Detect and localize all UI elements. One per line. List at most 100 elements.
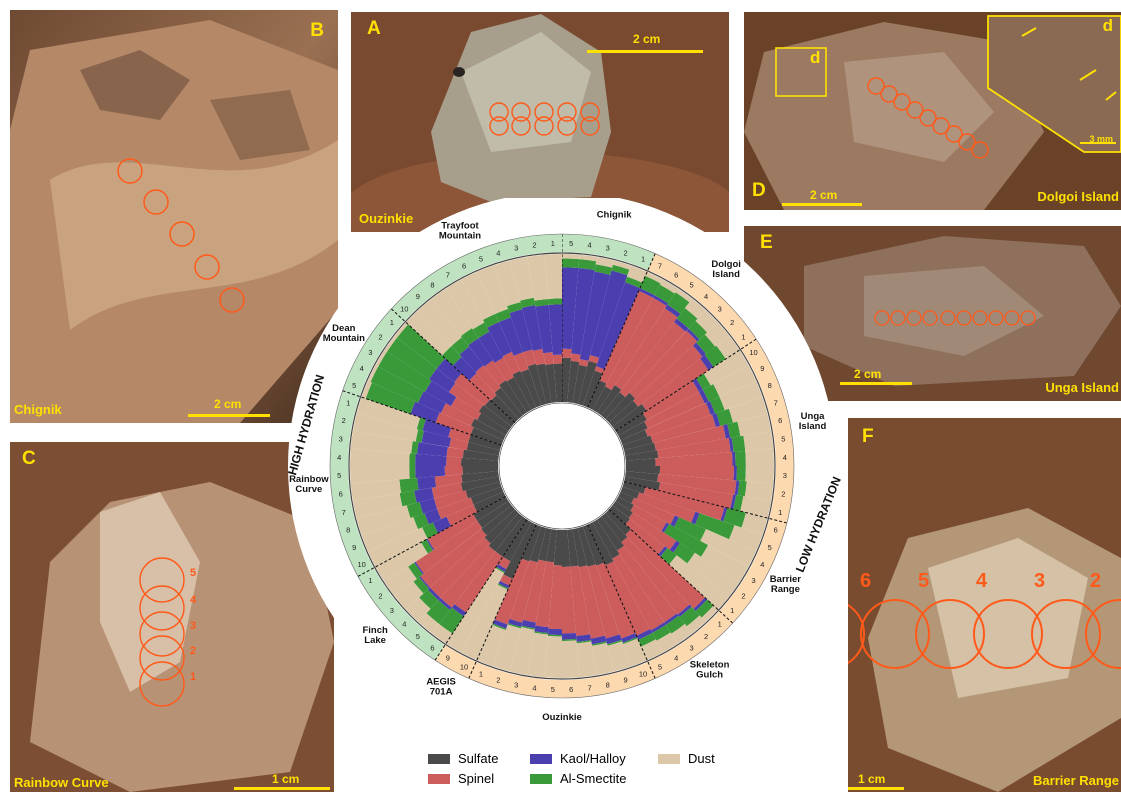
legend-label: Sulfate (458, 751, 499, 766)
bar-kaol-halloy (419, 576, 430, 589)
spot-number-label: 5 (416, 632, 420, 641)
bar-dust (695, 310, 718, 333)
spot-number-label: 4 (360, 364, 364, 373)
spot-number-label: 7 (587, 683, 591, 692)
bar-al-smectite (472, 322, 490, 339)
panel-e-unga-island-photo: E Unga Island 2 cm (744, 226, 1121, 401)
spot-number-label: 5 (569, 239, 573, 248)
bar-sulfate (494, 387, 523, 419)
bar-kaol-halloy (410, 401, 440, 423)
bar-kaol-halloy (605, 634, 622, 645)
spot-number-label: 5 (352, 381, 356, 390)
bar-dust (687, 552, 740, 597)
bar-spinel (641, 358, 709, 411)
bar-al-smectite (638, 632, 656, 647)
bar-sulfate (605, 392, 636, 423)
bar-dust (729, 525, 763, 552)
bar-sulfate (488, 513, 523, 552)
bar-al-smectite (652, 624, 671, 641)
bar-spinel (431, 482, 463, 499)
bar-kaol-halloy (417, 476, 437, 490)
bar-kaol-halloy (665, 304, 681, 318)
spot-number-label: 1 (346, 398, 350, 407)
bar-spinel (657, 473, 737, 495)
bar-sulfate (582, 524, 605, 566)
bar-sulfate (466, 442, 500, 456)
target-name-label: Skeleton Gulch (690, 660, 730, 681)
bar-dust (700, 529, 757, 567)
bar-sulfate (521, 524, 542, 562)
bar-spinel (475, 365, 501, 393)
bar-al-smectite (421, 539, 433, 554)
bar-al-smectite (482, 313, 499, 328)
legend-swatch (428, 753, 450, 764)
bar-dust (384, 335, 398, 352)
bar-sulfate (468, 434, 502, 451)
target-name: Dolgoi Island (1037, 189, 1119, 204)
bar-dust (641, 639, 663, 661)
bar-al-smectite (495, 308, 511, 323)
bar-kaol-halloy (427, 587, 441, 601)
spot-number-label: 1 (741, 332, 745, 341)
bar-kaol-halloy (674, 318, 689, 332)
bar-al-smectite (534, 298, 549, 307)
bar-spinel (642, 380, 699, 421)
bar-al-smectite (688, 320, 708, 340)
bar-al-smectite (562, 638, 577, 641)
hydration-band-rainbow-curve (330, 390, 374, 577)
spot-number-label: 10 (749, 348, 757, 357)
spot-number-label: 6 (339, 490, 343, 499)
bar-dust (745, 448, 774, 466)
spot-number-label: 8 (768, 381, 772, 390)
bar-sulfate (460, 476, 500, 492)
bar-al-smectite (413, 577, 429, 594)
bar-kaol-halloy (653, 295, 669, 306)
spot-label: 3 (1034, 570, 1046, 592)
bar-dust (418, 298, 462, 346)
bar-sulfate (481, 505, 515, 536)
spot-number-label: 9 (624, 676, 628, 685)
bar-kaol-halloy (638, 288, 655, 298)
bar-sulfate (605, 509, 631, 535)
bar-kaol-halloy (693, 597, 708, 612)
bar-spinel (628, 512, 677, 550)
bar-spinel (605, 561, 651, 636)
bar-kaol-halloy (686, 328, 700, 342)
bar-kaol-halloy (419, 498, 438, 514)
bar-kaol-halloy (414, 487, 434, 503)
bar-spinel (617, 545, 677, 623)
spot-number-label: 3 (606, 244, 610, 253)
bar-al-smectite (625, 276, 643, 289)
bar-spinel (655, 451, 733, 466)
bar-spinel (630, 504, 667, 531)
bar-sulfate (477, 501, 512, 529)
bar-dust (394, 581, 424, 610)
target-divider (608, 508, 734, 624)
bar-sulfate (612, 501, 633, 519)
bar-al-smectite (654, 284, 675, 304)
bar-al-smectite (497, 583, 509, 590)
bar-kaol-halloy (562, 633, 577, 640)
target-name-label: Ouzinkie (542, 712, 582, 723)
spot-number-label: 2 (532, 241, 536, 250)
bar-dust (623, 638, 648, 667)
chart-outer-ring (348, 252, 776, 680)
bar-kaol-halloy (650, 622, 666, 633)
bar-al-smectite (640, 275, 661, 296)
hydration-band-barrier-range (719, 518, 787, 624)
legend-item-al-smectite: Al-Smectite (530, 771, 626, 786)
bar-sulfate (562, 529, 571, 567)
bar-spinel (448, 427, 471, 443)
hydration-band-ouzinkie (468, 661, 656, 698)
bar-spinel (570, 565, 591, 636)
bar-al-smectite (411, 441, 419, 454)
target-divider (615, 338, 757, 432)
bar-kaol-halloy (414, 561, 424, 575)
bar-sulfate (461, 471, 499, 483)
bar-dust (544, 254, 562, 299)
target-name-label: Dean Mountain (323, 323, 365, 344)
bar-dust (703, 350, 749, 386)
bar-sulfate (502, 519, 532, 562)
spot-number-label: 6 (674, 270, 678, 279)
bar-al-smectite (534, 631, 549, 635)
